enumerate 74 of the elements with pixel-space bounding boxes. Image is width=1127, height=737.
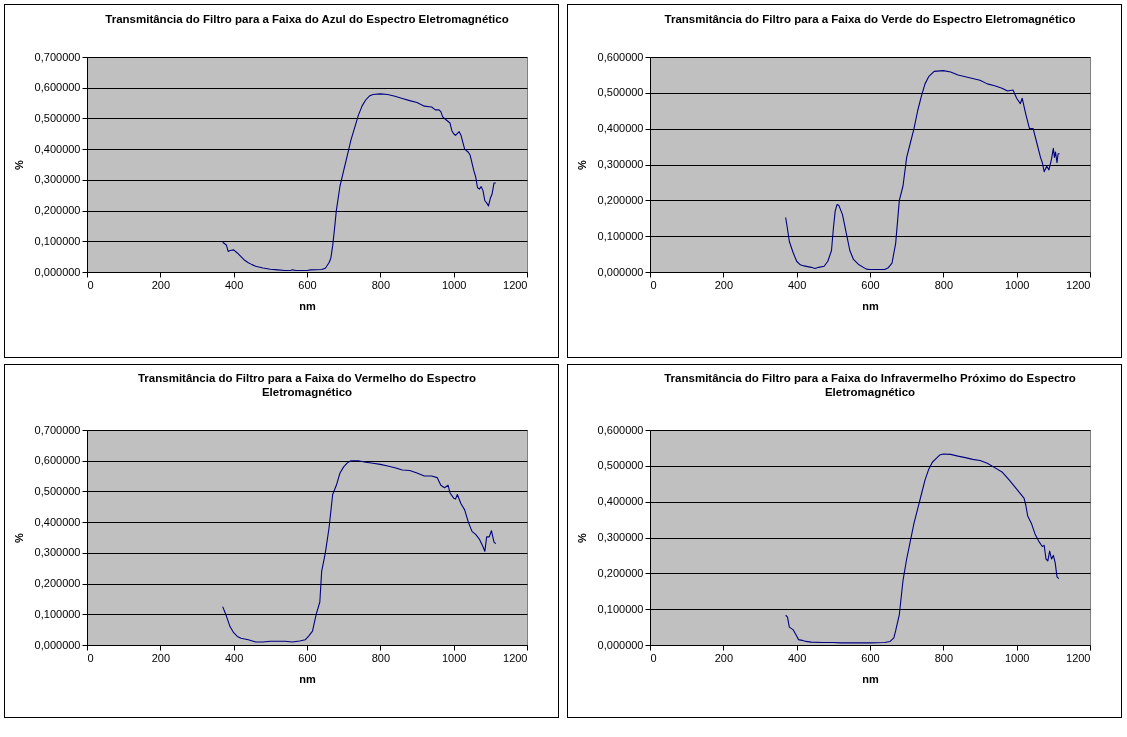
line-series — [222, 93, 497, 272]
y-tick-label: 0,500000 — [34, 484, 81, 497]
x-tick-label: 400 — [787, 278, 807, 291]
x-tick-label: 0 — [87, 651, 94, 664]
chart-title: Transmitância do Filtro para a Faixa do Infravermelho Próximo do Espectro Eletromagnético — [664, 372, 1076, 398]
x-tick-label: 600 — [298, 651, 317, 664]
line-series — [785, 70, 1061, 271]
x-tick-label: 1200 — [503, 651, 528, 664]
line-series — [785, 453, 1060, 644]
y-tick-label: 0,000000 — [34, 265, 81, 278]
y-tick-label: 0,000000 — [597, 638, 644, 651]
x-tick-label: 600 — [861, 651, 880, 664]
y-tick-label: 0,400000 — [597, 122, 644, 135]
y-tick-label: 0,200000 — [34, 577, 81, 590]
x-tick-label: 200 — [151, 278, 171, 291]
x-tick-label: 1200 — [1066, 278, 1091, 291]
y-tick-label: 0,600000 — [597, 423, 644, 436]
x-tick-label: 800 — [371, 278, 391, 291]
y-tick-label: 0,700000 — [34, 423, 81, 436]
y-axis-title: % — [575, 532, 588, 543]
y-tick-label: 0,500000 — [597, 86, 644, 99]
x-tick-label: 0 — [87, 278, 94, 291]
y-tick-label: 0,400000 — [34, 142, 81, 155]
x-tick-label: 600 — [861, 278, 880, 291]
y-axis-title: % — [575, 159, 588, 170]
x-tick-label: 800 — [934, 278, 954, 291]
y-tick-label: 0,600000 — [34, 81, 81, 94]
x-tick-label: 0 — [650, 651, 657, 664]
y-tick-label: 0,300000 — [597, 158, 644, 170]
y-tick-label: 0,600000 — [34, 454, 81, 467]
x-tick-label: 0 — [650, 278, 657, 291]
x-tick-label: 1000 — [441, 651, 467, 664]
y-tick-label: 0,400000 — [34, 515, 81, 528]
x-axis-title: nm — [299, 299, 316, 312]
x-tick-label: 1000 — [441, 278, 467, 291]
line-series — [222, 460, 497, 643]
x-axis-title: nm — [862, 672, 879, 685]
y-tick-label: 0,300000 — [34, 546, 81, 559]
y-tick-label: 0,600000 — [597, 50, 644, 63]
y-axis-title: % — [12, 159, 25, 170]
y-tick-label: 0,500000 — [597, 459, 644, 472]
y-tick-label: 0,000000 — [34, 638, 81, 651]
y-axis-title: % — [12, 532, 25, 543]
y-tick-label: 0,300000 — [34, 173, 81, 186]
x-tick-label: 600 — [298, 278, 317, 291]
y-tick-label: 0,100000 — [597, 602, 644, 615]
x-tick-label: 1200 — [1066, 651, 1091, 664]
y-tick-label: 0,700000 — [34, 50, 81, 63]
x-tick-label: 1000 — [1004, 278, 1030, 291]
y-tick-label: 0,500000 — [34, 111, 81, 124]
y-tick-label: 0,400000 — [597, 495, 644, 508]
x-tick-label: 800 — [371, 651, 391, 664]
y-tick-label: 0,200000 — [34, 204, 81, 217]
x-tick-label: 400 — [787, 651, 807, 664]
x-axis-title: nm — [862, 299, 879, 312]
y-tick-label: 0,200000 — [597, 193, 644, 206]
x-tick-label: 200 — [151, 651, 171, 664]
x-tick-label: 1200 — [503, 278, 528, 291]
x-axis-title: nm — [299, 672, 316, 685]
y-tick-label: 0,300000 — [597, 531, 644, 543]
y-tick-label: 0,100000 — [34, 234, 81, 247]
y-tick-label: 0,000000 — [597, 265, 644, 278]
x-tick-label: 400 — [224, 651, 244, 664]
chart-title: Transmitância do Filtro para a Faixa do Verde do Espectro Eletromagnético — [664, 12, 1076, 25]
x-tick-label: 400 — [224, 278, 244, 291]
chart-title: Transmitância do Filtro para a Faixa do Azul do Espectro Eletromagnético — [105, 12, 509, 25]
x-tick-label: 1000 — [1004, 651, 1030, 664]
y-tick-label: 0,100000 — [34, 607, 81, 620]
x-tick-label: 200 — [714, 278, 734, 291]
chart-title: Transmitância do Filtro para a Faixa do Vermelho do Espectro Eletromagnético — [137, 372, 477, 398]
y-tick-label: 0,100000 — [597, 229, 644, 242]
x-tick-label: 200 — [714, 651, 734, 664]
y-tick-label: 0,200000 — [597, 566, 644, 579]
x-tick-label: 800 — [934, 651, 954, 664]
